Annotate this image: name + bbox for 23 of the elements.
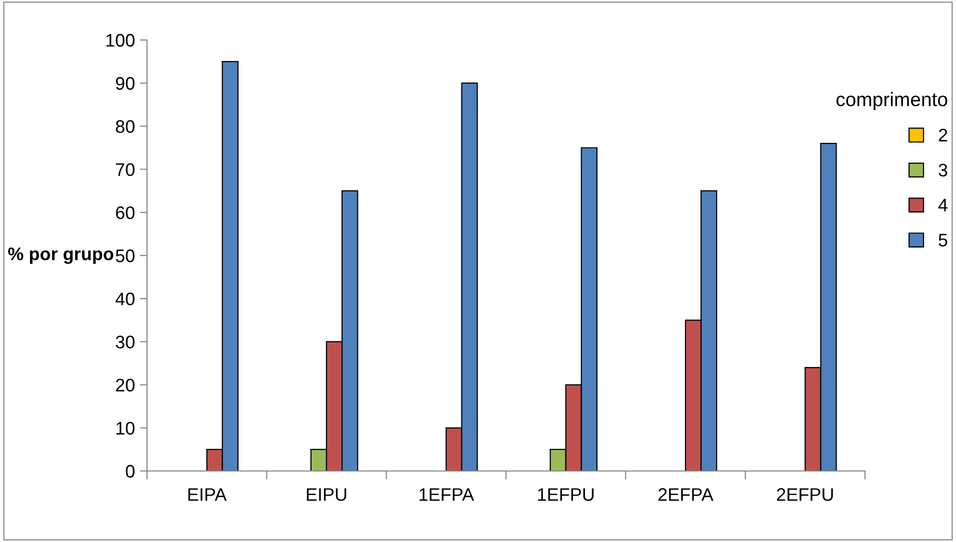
y-tick-label: 50 [116,249,134,262]
legend-label: 3 [938,164,948,177]
y-tick-label: 100 [106,34,134,47]
x-tick-label: EIPU [306,488,346,501]
y-tick-label: 90 [116,77,134,90]
legend-label: 4 [938,198,948,212]
x-tick-label: 2EFPU [776,488,833,501]
y-tick-label: 60 [116,206,134,220]
x-tick-label: 1EFPA [420,488,474,501]
y-tick-label: 20 [116,378,134,392]
y-tick-label: 30 [116,336,134,348]
x-tick-label: 1EFPU [538,488,594,501]
y-tick-label: 70 [116,163,134,176]
y-tick-label: 0 [126,464,134,478]
y-tick-label: 10 [116,422,134,435]
y-axis-title: % por grupo [8,248,114,264]
y-tick-label: 80 [116,120,134,133]
legend-label: 5 [938,234,948,246]
x-tick-label: 2EFPA [658,488,714,501]
legend-label: 2 [938,128,948,142]
y-tick-label: 40 [116,292,134,306]
legend-title: comprimento [836,92,948,110]
x-tick-label: EIPA [188,488,227,501]
